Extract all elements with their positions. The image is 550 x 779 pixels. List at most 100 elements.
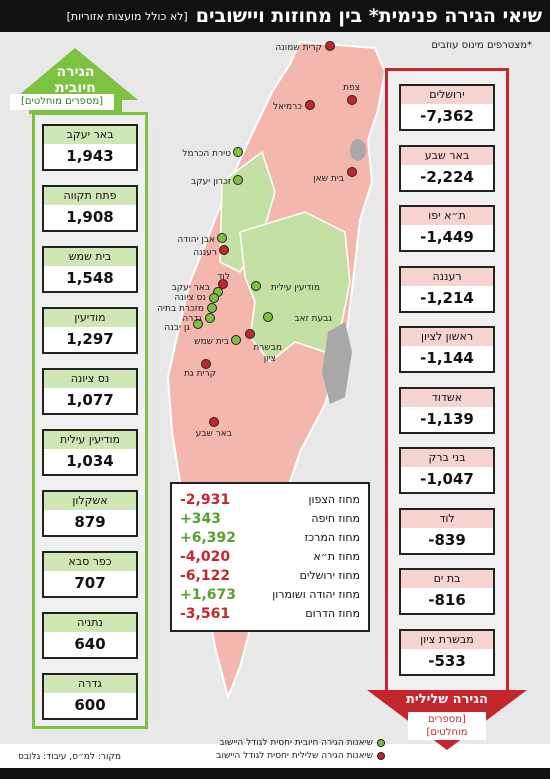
card-town-name: אשקלון (44, 492, 136, 510)
zichron-label: זכרון יעקב (191, 177, 231, 187)
district-value: -2,931 (180, 491, 231, 508)
positive-title-line1: הגירה (56, 64, 95, 80)
legend: שיאנות הגירה חיובית יחסית לגודל היישוב ש… (185, 736, 385, 762)
district-name: מחוז הדרום (305, 607, 360, 620)
card-value: -816 (428, 591, 466, 609)
district-row: +343 מחוז חיפה (180, 509, 360, 528)
district-value: +1,673 (180, 586, 237, 603)
card-value: -2,224 (420, 167, 474, 186)
negative-card: בני ברק -1,047 (399, 447, 495, 494)
card-value: -1,449 (420, 228, 474, 246)
tzfat-label: צפת (343, 83, 360, 93)
negative-card: ירושלים -7,362 (399, 84, 495, 131)
positive-card: אשקלון 879 (42, 490, 138, 537)
district-name: מחוז חיפה (311, 512, 360, 525)
card-value: -533 (428, 651, 466, 670)
footnote: *מצטרפים מינוס עוזבים (431, 40, 532, 51)
legend-negative-text: שיאנות הגירה שלילית יחסית לגודל היישוב (216, 750, 373, 761)
source-credit: מקור: למ״ס, עיבוד: גלובס (18, 752, 121, 762)
tirat-carmel-dot (233, 147, 243, 157)
card-value: 1,297 (66, 330, 114, 348)
card-value: -1,047 (420, 470, 474, 488)
district-row: +6,392 מחוז המרכז (180, 528, 360, 547)
beit-shean-label: בית שאן (313, 174, 344, 184)
page-subtitle: [לא כולל מועצות אזוריות] (66, 9, 188, 23)
legend-green-dot-icon (377, 738, 385, 747)
negative-card: ת״א יפו -1,449 (399, 205, 495, 252)
district-value: -4,020 (180, 548, 231, 565)
even-yehuda-label: אבן יהודה (177, 235, 215, 245)
district-row: -2,931 מחוז הצפון (180, 490, 360, 509)
gan-yavne-dot (193, 319, 203, 329)
card-town-name: מודיעין עילית (44, 431, 136, 449)
positive-card: בית שמש 1,548 (42, 246, 138, 293)
negative-card: מבשרת ציון -533 (399, 628, 495, 676)
districts-table: -2,931 מחוז הצפון +343 מחוז חיפה +6,392 מחוז … (170, 482, 370, 632)
card-town-name: רעננה (401, 267, 493, 286)
card-value: -1,214 (420, 288, 474, 307)
kiryat-shmona-label: קרית שמונה (275, 43, 322, 53)
kiryat-gat-label: קרית גת (184, 369, 216, 379)
legend-positive-row: שיאנות הגירה חיובית יחסית לגודל היישוב (185, 736, 385, 749)
bottom-bar (0, 768, 550, 779)
positive-subtitle: [מספרים מוחלטים] (10, 94, 114, 110)
even-yehuda-dot (217, 233, 227, 243)
card-town-name: גדרה (44, 675, 136, 693)
gan-yavne-label: גן יבנה (164, 323, 190, 333)
beit-shemesh-dot (231, 335, 241, 345)
karmiel-dot (305, 100, 315, 110)
positive-card: באר יעקב 1,943 (42, 124, 138, 171)
card-town-name: כפר סבא (44, 553, 136, 571)
raanana-dot (219, 245, 229, 255)
givat-zeev-label: גבעת זאב (294, 314, 332, 324)
district-value: -3,561 (180, 605, 231, 622)
negative-card: רעננה -1,214 (399, 265, 495, 313)
negative-card: בת ים -816 (399, 568, 495, 615)
zichron-dot (233, 175, 243, 185)
kiryat-gat-dot (201, 359, 211, 369)
card-town-name: מודיעין (44, 309, 136, 327)
negative-card: אשדוד -1,139 (399, 386, 495, 434)
card-town-name: נס ציונה (44, 370, 136, 388)
negative-card: ראשון לציון -1,144 (399, 326, 495, 373)
dead-sea (322, 322, 352, 404)
card-value: 1,943 (66, 147, 114, 165)
district-value: +6,392 (180, 529, 237, 546)
positive-card: נתניה 640 (42, 612, 138, 659)
card-value: 1,034 (66, 452, 114, 470)
nes-ziona-label: נס ציונה (174, 293, 206, 303)
card-town-name: לוד (401, 509, 493, 528)
positive-card: נס ציונה 1,077 (42, 368, 138, 415)
place-dots (193, 41, 357, 427)
legend-positive-text: שיאנות הגירה חיובית יחסית לגודל היישוב (219, 737, 373, 748)
legend-negative-row: שיאנות הגירה שלילית יחסית לגודל היישוב (185, 749, 385, 762)
card-value: 1,077 (66, 391, 114, 409)
positive-title-line2: חיובית (55, 80, 96, 96)
card-value: -7,362 (420, 107, 474, 125)
beer-sheva-dot (209, 417, 219, 427)
negative-subtitle-line2: מוחלטים] (426, 727, 468, 738)
district-name: מחוז ת״א (313, 550, 360, 563)
negative-subtitle: [מספרים מוחלטים] (408, 712, 486, 740)
modiin-illit-label: מודיעין עילית (271, 283, 320, 293)
green-region-judea-samaria (239, 211, 351, 364)
title-bar: שיאי הגירה פנימית* בין מחוזות ויישובים [… (0, 0, 550, 32)
beit-shemesh-label: בית שמש (194, 337, 229, 347)
district-value: -6,122 (180, 567, 231, 584)
modiin-illit-dot (251, 281, 261, 291)
card-town-name: בני ברק (401, 449, 493, 467)
district-value: +343 (180, 510, 221, 527)
tzfat-dot (347, 95, 357, 105)
negative-card: באר שבע -2,224 (399, 144, 495, 192)
positive-card: מודיעין עילית 1,034 (42, 429, 138, 476)
page-title: שיאי הגירה פנימית* בין מחוזות ויישובים (195, 5, 542, 27)
district-name: מחוז הצפון (308, 493, 360, 506)
beit-shean-dot (347, 167, 357, 177)
beer-sheva-label: באר שבע (196, 429, 232, 439)
positive-card: פתח תקווה 1,908 (42, 185, 138, 232)
card-value: -1,144 (420, 349, 474, 367)
card-value: 600 (74, 696, 106, 714)
kiryat-shmona-dot (325, 41, 335, 51)
card-value: 640 (74, 635, 106, 653)
gedera-dot (205, 313, 215, 323)
